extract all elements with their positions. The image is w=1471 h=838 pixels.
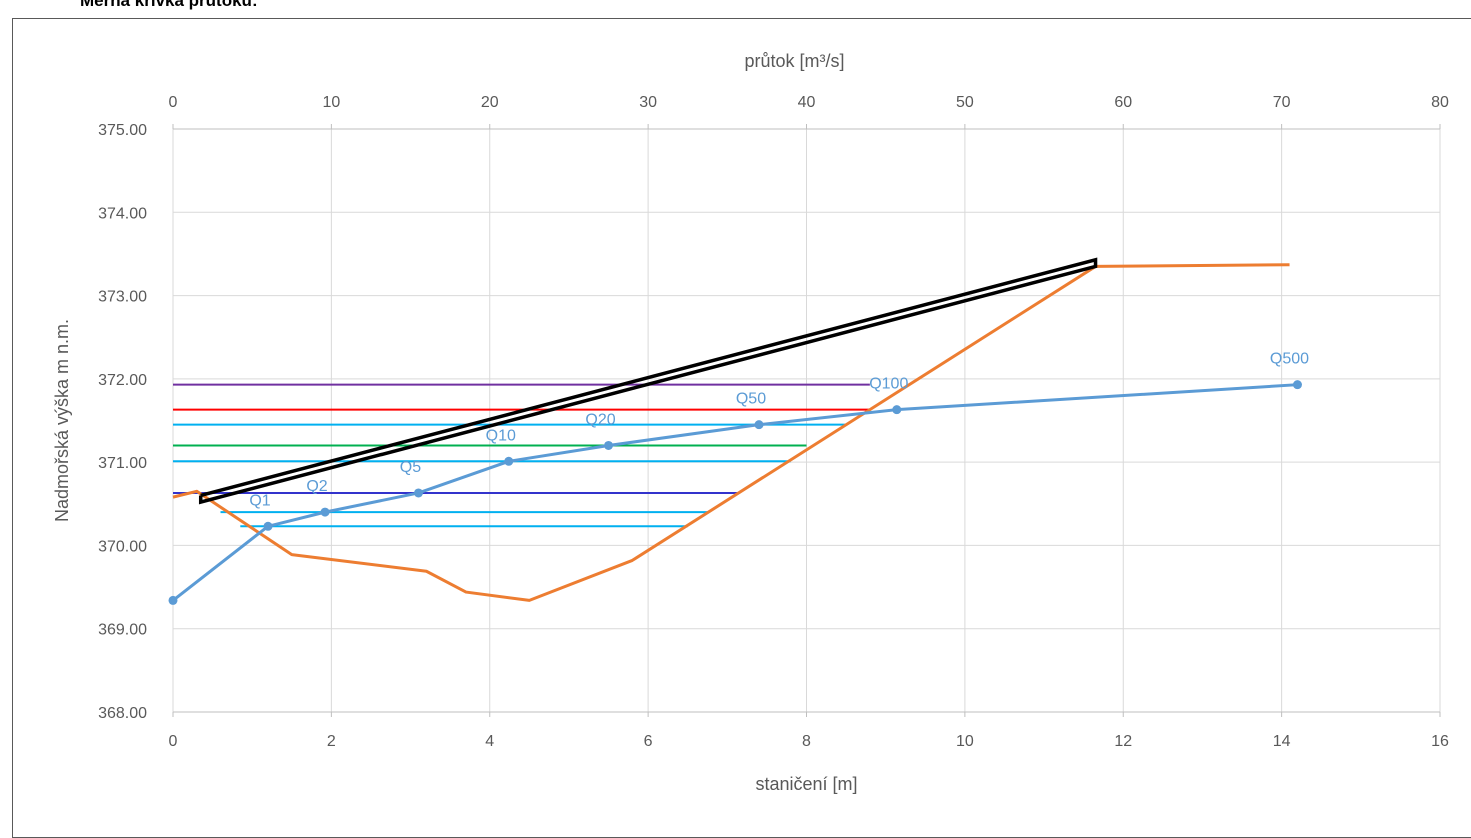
- x-axis-title-top: průtok [m³/s]: [744, 51, 844, 71]
- y-tick-label: 372.00: [98, 372, 147, 389]
- point-label: Q5: [400, 459, 421, 476]
- x-tick-label-top: 40: [798, 94, 816, 111]
- point-labels: Q1 Q2 Q5 Q10 Q20 Q50 Q100 Q500: [249, 351, 1309, 510]
- x-tick-label-bottom: 8: [802, 733, 811, 750]
- x-tick-label-top: 80: [1431, 94, 1449, 111]
- y-axis-title: Nadmořská výška m n.m.: [52, 319, 72, 522]
- point-label: Q500: [1270, 351, 1309, 368]
- x-tick-label-bottom: 14: [1273, 733, 1291, 750]
- axes: 368.00 369.00 370.00 371.00 372.00 373.00 374.…: [98, 94, 1449, 750]
- y-tick-label: 370.00: [98, 538, 147, 555]
- point-label: Q10: [486, 427, 516, 444]
- point-label: Q100: [869, 376, 908, 393]
- point-label: Q2: [306, 478, 327, 495]
- y-tick-label: 368.00: [98, 705, 147, 722]
- chart-title: Měrná křivka průtoku:: [80, 0, 258, 10]
- y-tick-label: 373.00: [98, 289, 147, 306]
- rating-point: [1292, 380, 1302, 390]
- rating-point: [320, 507, 330, 517]
- x-tick-label-top: 30: [639, 94, 657, 111]
- rating-point: [892, 405, 902, 415]
- rating-point: [168, 595, 178, 605]
- rating-point: [754, 420, 764, 430]
- x-tick-label-bottom: 6: [644, 733, 653, 750]
- y-tick-label: 375.00: [98, 122, 147, 139]
- terrain-profile-line: [172, 263, 1290, 602]
- y-tick-label: 369.00: [98, 622, 147, 639]
- x-tick-label-bottom: 4: [485, 733, 494, 750]
- x-tick-label-bottom: 10: [956, 733, 974, 750]
- y-tick-label: 371.00: [98, 455, 147, 472]
- structure-outline: [198, 257, 1098, 505]
- x-tick-label-top: 70: [1273, 94, 1291, 111]
- x-tick-label-bottom: 2: [327, 733, 336, 750]
- rating-point: [413, 488, 423, 498]
- series: [168, 257, 1302, 605]
- x-tick-label-top: 10: [322, 94, 340, 111]
- x-tick-label-top: 50: [956, 94, 974, 111]
- rating-point: [604, 440, 614, 450]
- rating-point: [263, 521, 273, 531]
- water-levels: [173, 383, 870, 528]
- point-label: Q1: [249, 492, 270, 509]
- x-tick-label-bottom: 12: [1114, 733, 1132, 750]
- point-label: Q50: [736, 391, 766, 408]
- point-label: Q20: [585, 411, 615, 428]
- x-tick-label-top: 20: [481, 94, 499, 111]
- x-tick-label-bottom: 0: [169, 733, 178, 750]
- x-tick-label-bottom: 16: [1431, 733, 1449, 750]
- x-axis-title-bottom: staničení [m]: [755, 774, 857, 794]
- chart-svg: 368.00 369.00 370.00 371.00 372.00 373.00 374.…: [52, 51, 1449, 794]
- y-tick-label: 374.00: [98, 205, 147, 222]
- x-tick-label-top: 60: [1114, 94, 1132, 111]
- rating-point: [504, 456, 514, 466]
- x-tick-label-top: 0: [169, 94, 178, 111]
